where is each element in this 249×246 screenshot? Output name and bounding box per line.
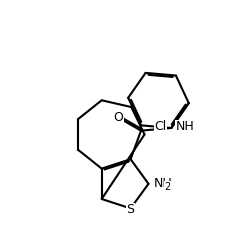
- Text: S: S: [126, 203, 135, 216]
- Text: NH: NH: [154, 177, 173, 190]
- Text: NH: NH: [176, 120, 195, 133]
- Text: Cl: Cl: [154, 120, 167, 133]
- Text: 2: 2: [164, 182, 171, 192]
- Text: O: O: [113, 111, 123, 123]
